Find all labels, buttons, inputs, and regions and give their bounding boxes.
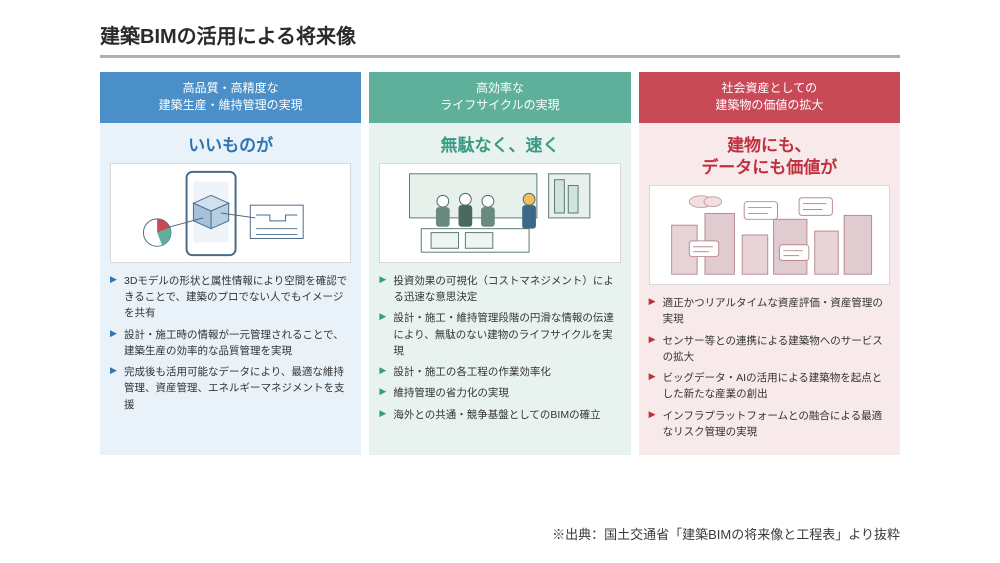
- illustration-phone-3d: [110, 163, 351, 263]
- column-quality: 高品質・高精度な 建築生産・維持管理の実現 いいものが: [100, 72, 361, 455]
- list-item: 3Dモデルの形状と属性情報により空間を確認できることで、建築のプロでない人でもイ…: [110, 273, 351, 322]
- column-subtitle: いいものが: [110, 129, 351, 163]
- list-item: 完成後も活用可能なデータにより、最適な維持管理、資産管理、エネルギーマネジメント…: [110, 364, 351, 413]
- list-item: インフラプラットフォームとの融合による最適なリスク管理の実現: [649, 408, 890, 441]
- column-value: 社会資産としての 建築物の価値の拡大 建物にも、 データにも価値が: [639, 72, 900, 455]
- column-subtitle: 無駄なく、速く: [379, 129, 620, 163]
- infographic-container: 建築BIMの活用による将来像 高品質・高精度な 建築生産・維持管理の実現 いいも…: [0, 0, 1000, 465]
- bullet-list: 投資効果の可視化（コストマネジメント）による迅速な意思決定 設計・施工・維持管理…: [379, 273, 620, 423]
- column-header: 高効率な ライフサイクルの実現: [369, 72, 630, 123]
- list-item: 維持管理の省力化の実現: [379, 385, 620, 401]
- header-line2: 建築物の価値の拡大: [715, 98, 823, 112]
- bullet-list: 3Dモデルの形状と属性情報により空間を確認できることで、建築のプロでない人でもイ…: [110, 273, 351, 413]
- column-efficiency: 高効率な ライフサイクルの実現 無駄なく、速く: [369, 72, 630, 455]
- column-header: 高品質・高精度な 建築生産・維持管理の実現: [100, 72, 361, 123]
- list-item: 設計・施工の各工程の作業効率化: [379, 364, 620, 380]
- list-item: 適正かつリアルタイムな資産評価・資産管理の実現: [649, 295, 890, 328]
- list-item: 設計・施工・維持管理段階の円滑な情報の伝達により、無駄のない建物のライフサイクル…: [379, 310, 620, 359]
- header-line1: 高効率な: [476, 81, 524, 95]
- page-title: 建築BIMの活用による将来像: [100, 20, 900, 49]
- illustration-city-data: [649, 185, 890, 285]
- list-item: ビッグデータ・AIの活用による建築物を起点とした新たな産業の創出: [649, 370, 890, 403]
- header-line2: 建築生産・維持管理の実現: [159, 98, 303, 112]
- title-underline: [100, 55, 900, 58]
- illustration-meeting: [379, 163, 620, 263]
- column-body: 無駄なく、速く: [369, 123, 630, 455]
- list-item: センサー等との連携による建築物へのサービスの拡大: [649, 333, 890, 366]
- source-citation: ※出典：国土交通省「建築BIMの将来像と工程表」より抜粋: [552, 524, 900, 543]
- list-item: 投資効果の可視化（コストマネジメント）による迅速な意思決定: [379, 273, 620, 306]
- header-line1: 高品質・高精度な: [183, 81, 279, 95]
- columns-row: 高品質・高精度な 建築生産・維持管理の実現 いいものが: [100, 72, 900, 455]
- column-subtitle: 建物にも、 データにも価値が: [649, 129, 890, 185]
- column-body: いいものが: [100, 123, 361, 455]
- bullet-list: 適正かつリアルタイムな資産評価・資産管理の実現 センサー等との連携による建築物へ…: [649, 295, 890, 440]
- column-header: 社会資産としての 建築物の価値の拡大: [639, 72, 900, 123]
- header-line2: ライフサイクルの実現: [440, 98, 559, 112]
- list-item: 設計・施工時の情報が一元管理されることで、建築生産の効率的な品質管理を実現: [110, 327, 351, 360]
- column-body: 建物にも、 データにも価値が: [639, 123, 900, 455]
- header-line1: 社会資産としての: [721, 81, 817, 95]
- list-item: 海外との共通・競争基盤としてのBIMの確立: [379, 407, 620, 423]
